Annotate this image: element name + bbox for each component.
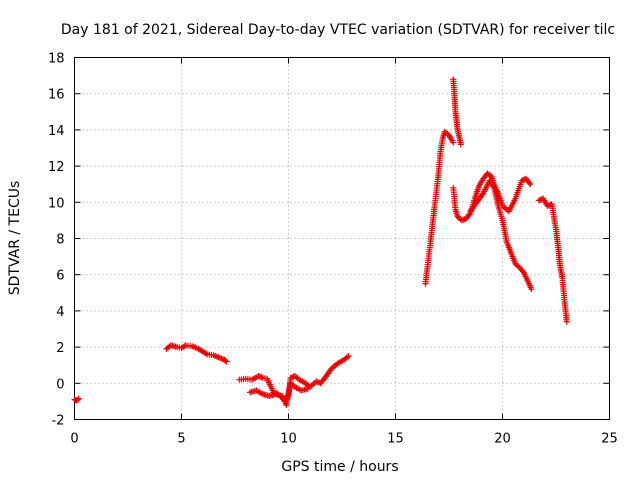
data-point [304,385,311,392]
y-tick-label: 16 [48,88,65,103]
y-axis-label: SDTVAR / TECUs [7,181,23,296]
y-tick-label: 14 [48,124,65,139]
data-point [527,181,534,188]
axis-ticks: 0 5 10 15 20 25 -2 0 2 4 6 8 10 12 14 16 18 [48,52,618,447]
x-tick-label: 20 [494,432,511,447]
data-point [563,318,570,325]
series-seg6 [450,76,464,148]
x-tick-label: 0 [70,432,78,447]
data-point [258,374,265,381]
data-point [457,141,464,148]
chart-title: Day 181 of 2021, Sidereal Day-to-day VTE… [61,22,615,38]
series-seg1 [71,395,82,404]
data-points [71,76,570,409]
series-seg4 [246,380,311,409]
series-seg8 [467,177,535,293]
series-seg7 [450,170,534,224]
y-tick-label: 4 [56,305,64,320]
data-point [223,358,230,365]
data-point [466,211,473,218]
data-point [345,353,352,360]
y-tick-label: 10 [48,196,65,211]
series-seg3 [236,353,352,405]
y-tick-label: 2 [56,341,64,356]
x-tick-label: 10 [280,432,297,447]
grid-lines [74,57,610,420]
y-tick-label: 8 [56,233,64,248]
data-point [450,139,457,146]
series-seg2 [163,342,230,365]
series-seg9 [535,195,570,325]
data-point [222,357,229,364]
data-point [526,179,533,186]
data-point [75,395,82,402]
y-tick-label: -2 [52,414,65,429]
x-tick-label: 5 [177,432,185,447]
data-point [74,396,81,403]
x-tick-label: 15 [387,432,404,447]
y-tick-label: 12 [48,160,65,175]
x-tick-label: 25 [601,432,618,447]
series-seg5 [422,128,457,287]
data-point [519,268,526,275]
y-tick-label: 0 [56,377,64,392]
x-axis-label: GPS time / hours [281,459,398,475]
y-tick-label: 6 [56,269,64,284]
data-point [528,286,535,293]
y-tick-label: 18 [48,52,65,67]
